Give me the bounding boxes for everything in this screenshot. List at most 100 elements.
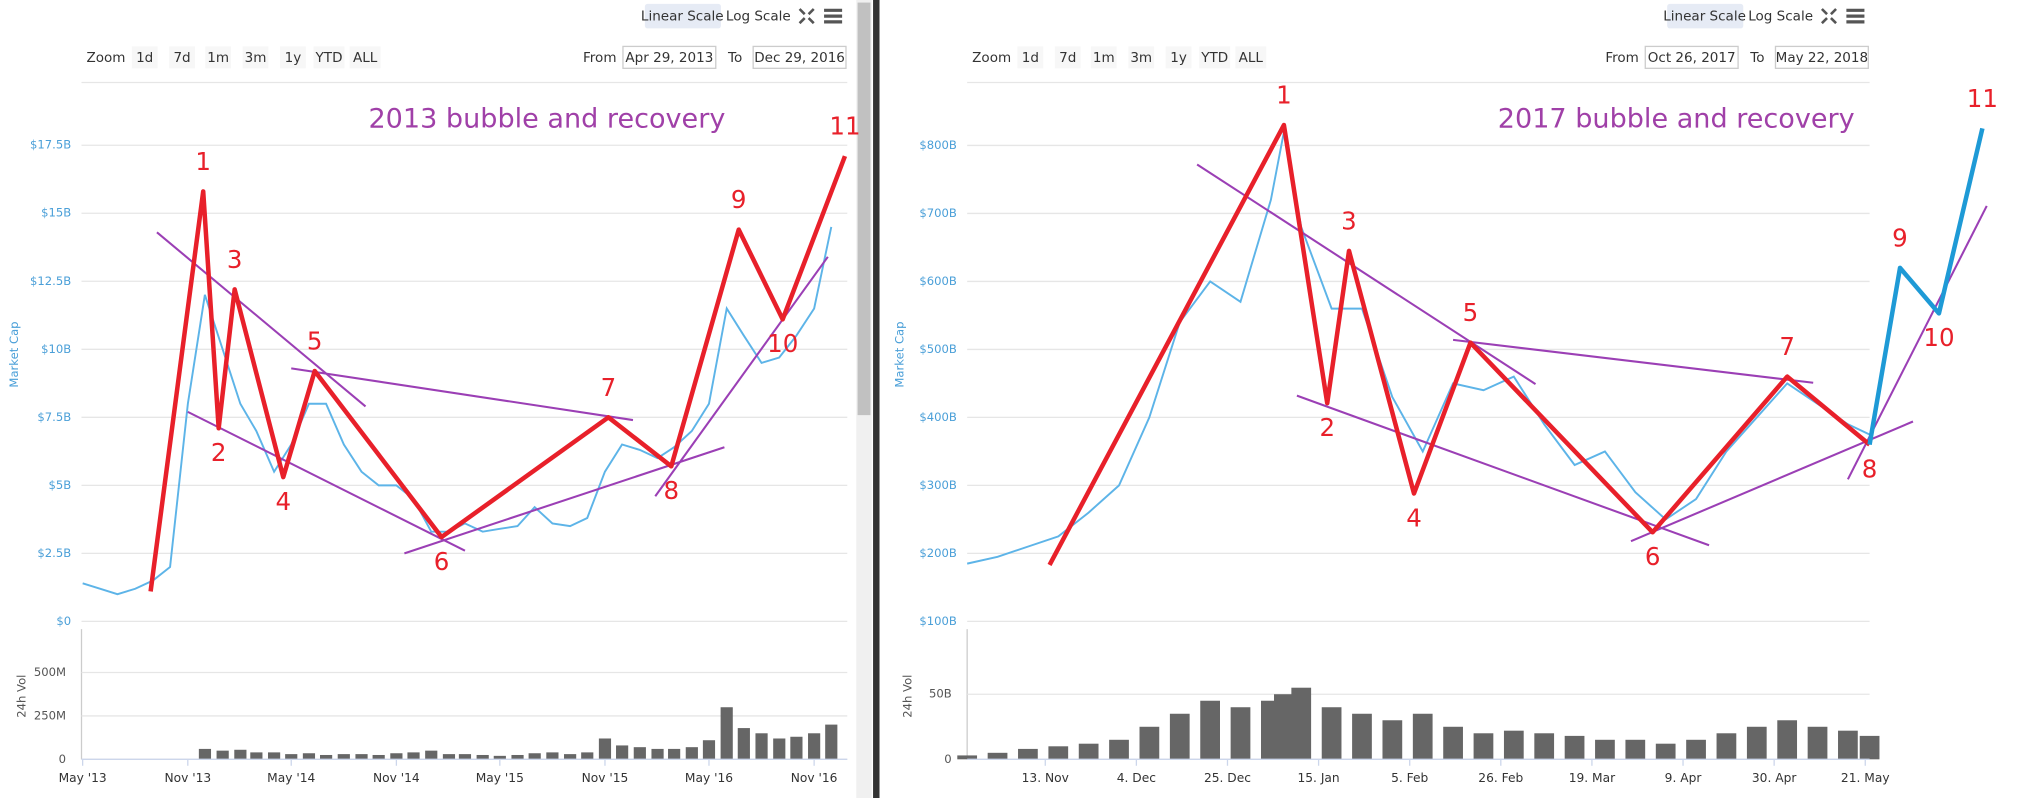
volume-bar	[493, 755, 506, 760]
zoom-button[interactable]	[242, 46, 269, 69]
fullscreen-icon[interactable]	[1820, 8, 1837, 25]
to-label: To	[727, 50, 742, 66]
zoom-button[interactable]	[169, 46, 195, 69]
from-value[interactable]: Apr 29, 2013	[625, 50, 713, 66]
volume-tick-label: 0	[59, 752, 66, 766]
y-axis-label: Market Cap	[893, 321, 907, 387]
volume-bar	[1625, 739, 1646, 760]
x-tick-label: Nov '16	[791, 771, 838, 785]
scrollbar-thumb[interactable]	[857, 2, 871, 416]
volume-bar	[808, 733, 821, 760]
volume-tick-label: 500M	[34, 665, 66, 679]
volume-bar	[1807, 726, 1828, 760]
volume-tick-label: 0	[944, 752, 951, 766]
y-tick-label: $500B	[919, 342, 957, 356]
zoom-button-label[interactable]: 1y	[1170, 50, 1187, 66]
x-tick-label: 21. May	[1841, 771, 1890, 785]
zoom-button[interactable]	[1090, 46, 1117, 69]
wave-label: 10	[1923, 323, 1954, 352]
volume-bar	[1274, 694, 1294, 760]
volume-bar	[320, 754, 333, 760]
fullscreen-icon[interactable]	[798, 8, 815, 25]
zoom-button[interactable]	[1235, 46, 1267, 69]
zoom-button-label[interactable]: YTD	[1200, 50, 1228, 66]
zoom-button-label[interactable]: 1m	[207, 50, 229, 66]
wave-label: 7	[601, 373, 617, 402]
zoom-button[interactable]	[1128, 46, 1155, 69]
menu-icon[interactable]	[1846, 8, 1865, 24]
wave-label: 11	[829, 112, 860, 141]
linear-scale-button[interactable]	[1667, 3, 1744, 29]
volume-bar	[685, 747, 698, 760]
wave-line	[1867, 127, 1985, 446]
volume-bar	[755, 733, 768, 760]
zoom-button-label[interactable]: 3m	[1130, 50, 1152, 66]
zoom-button-label[interactable]: 7d	[173, 50, 190, 66]
to-value[interactable]: Dec 29, 2016	[754, 50, 845, 66]
zoom-button-label[interactable]: 1d	[136, 50, 153, 66]
wave-label: 9	[1892, 223, 1908, 252]
zoom-button[interactable]	[131, 46, 158, 69]
zoom-button-label[interactable]: 3m	[245, 50, 267, 66]
from-input[interactable]	[622, 45, 717, 69]
zoom-button[interactable]	[1199, 46, 1231, 69]
volume-bar	[1078, 743, 1099, 760]
volume-bar	[1777, 720, 1798, 760]
wave-label: 4	[275, 487, 291, 516]
volume-bar	[1230, 707, 1251, 760]
zoom-button[interactable]	[349, 46, 381, 69]
zoom-button[interactable]	[1054, 46, 1081, 69]
volume-bar	[372, 754, 385, 760]
zoom-button[interactable]	[1017, 46, 1044, 69]
to-value[interactable]: May 22, 2018	[1776, 50, 1868, 66]
wave-line	[1047, 122, 1872, 566]
to-input[interactable]	[1774, 45, 1869, 69]
zoom-button[interactable]	[280, 46, 306, 69]
x-tick-label: May '14	[267, 771, 315, 785]
divider	[873, 0, 880, 798]
zoom-button-label[interactable]: YTD	[315, 50, 343, 66]
zoom-button-label[interactable]: 7d	[1059, 50, 1076, 66]
to-label: To	[1749, 50, 1764, 66]
log-scale-label[interactable]: Log Scale	[1748, 9, 1813, 25]
y-tick-label: $700B	[919, 206, 957, 220]
volume-bar	[564, 754, 577, 760]
volume-bar	[546, 752, 559, 760]
trend-line	[1196, 163, 1537, 385]
wave-label: 6	[434, 547, 450, 576]
wave-label: 2	[211, 438, 227, 467]
log-scale-label[interactable]: Log Scale	[726, 9, 791, 25]
from-input[interactable]	[1644, 45, 1739, 69]
linear-scale-label[interactable]: Linear Scale	[1663, 9, 1746, 25]
volume-bar	[216, 750, 229, 760]
from-value[interactable]: Oct 26, 2017	[1648, 50, 1736, 66]
x-tick-label: 30. Apr	[1752, 771, 1797, 785]
y-tick-label: $300B	[919, 478, 957, 492]
linear-scale-button[interactable]	[644, 3, 721, 29]
zoom-button-label[interactable]: ALL	[353, 50, 378, 66]
volume-bar	[476, 754, 489, 760]
zoom-button-label[interactable]: 1d	[1022, 50, 1039, 66]
to-input[interactable]	[752, 45, 847, 69]
zoom-button[interactable]	[205, 46, 232, 69]
volume-bar	[581, 752, 594, 760]
linear-scale-label[interactable]: Linear Scale	[641, 9, 724, 25]
volume-bar	[1686, 739, 1706, 760]
menu-icon[interactable]	[824, 8, 843, 24]
volume-bar	[425, 750, 438, 760]
trend-line	[187, 410, 466, 552]
zoom-button-label[interactable]: 1m	[1093, 50, 1115, 66]
volume-bar	[702, 740, 716, 760]
wave-label: 5	[1463, 298, 1479, 327]
zoom-button[interactable]	[313, 46, 345, 69]
zoom-button[interactable]	[1165, 46, 1192, 69]
volume-bar	[1139, 726, 1160, 760]
y-tick-label: $7.5B	[37, 410, 71, 424]
trend-line	[654, 256, 829, 497]
zoom-button-label[interactable]: ALL	[1239, 50, 1264, 66]
volume-bar	[355, 754, 368, 760]
wave-line	[148, 155, 848, 592]
volume-bar	[1109, 739, 1129, 760]
zoom-button-label[interactable]: 1y	[285, 50, 302, 66]
